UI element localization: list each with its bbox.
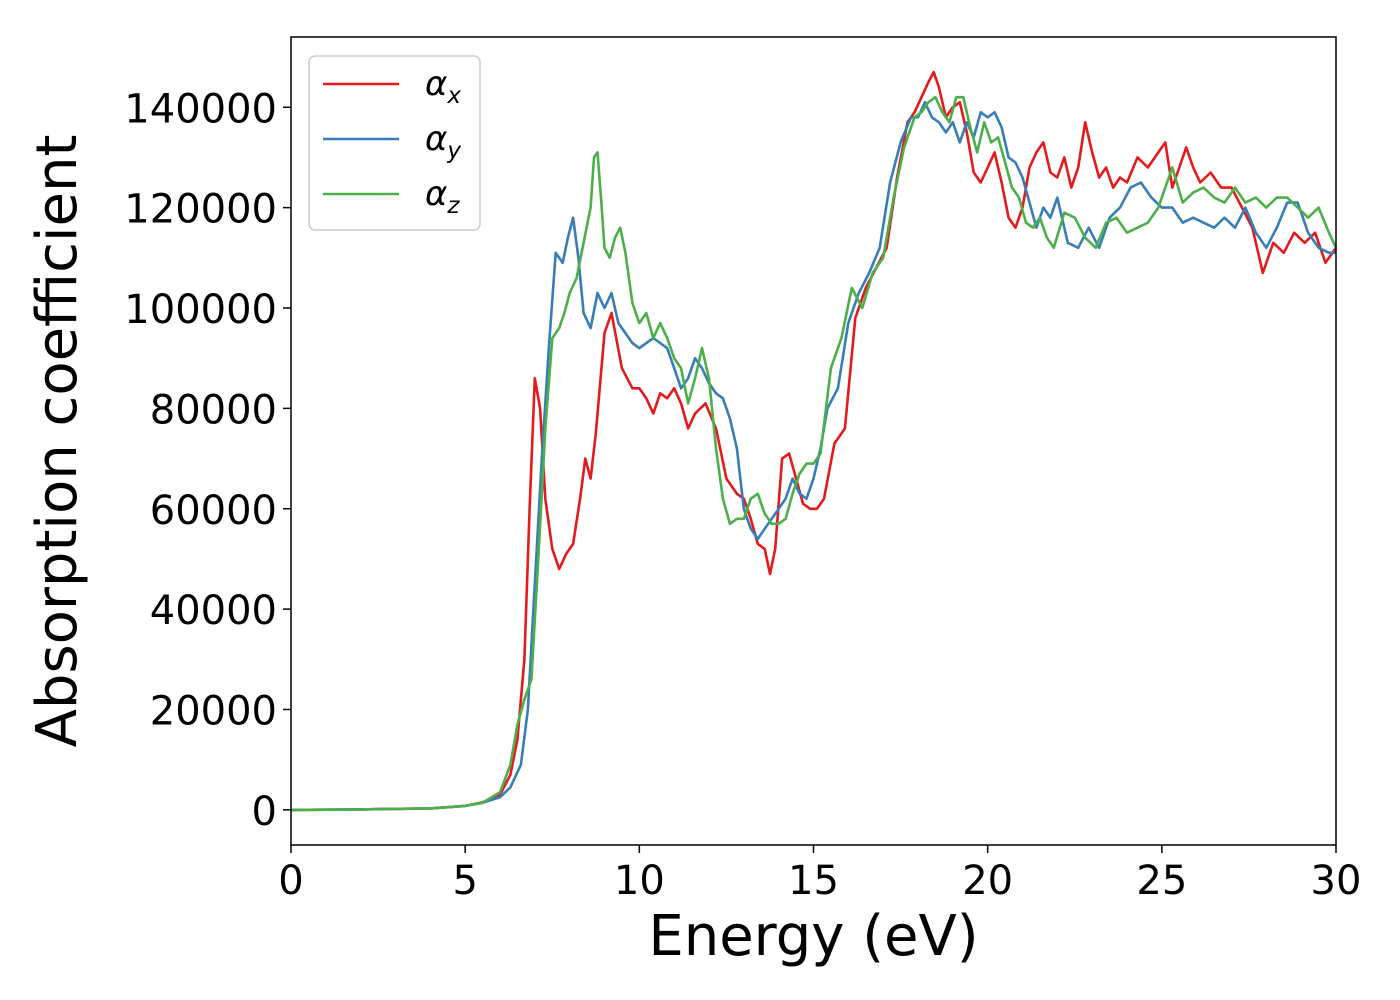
y-tick-label: 100000 [124, 287, 277, 333]
x-tick-label: 30 [1311, 858, 1362, 904]
series-layer [290, 70, 1338, 812]
y-axis: 0 20000 40000 60000 80000 100000 120000 140000 [124, 86, 291, 835]
series-line-y [290, 100, 1336, 812]
y-tick-label: 40000 [150, 588, 277, 634]
y-tick-label: 140000 [124, 86, 277, 132]
x-tick-label: 5 [452, 858, 477, 904]
series-line-z [290, 95, 1338, 812]
legend-subscript: z [446, 193, 460, 219]
y-tick-label: 60000 [150, 488, 277, 534]
legend-box [308, 55, 481, 231]
x-tick-label: 20 [962, 858, 1013, 904]
series-line-x [290, 70, 1338, 812]
y-tick-label: 120000 [124, 187, 277, 233]
y-tick-label: 80000 [150, 387, 277, 433]
y-tick-label: 0 [252, 789, 277, 835]
legend-symbol: α [425, 64, 447, 104]
legend-label-z: αz [425, 174, 460, 219]
x-tick-label: 0 [278, 858, 303, 904]
x-axis: 0 5 10 15 20 25 30 [278, 845, 1361, 904]
y-tick-label: 20000 [150, 688, 277, 734]
x-tick-label: 15 [788, 858, 839, 904]
legend-symbol: α [425, 174, 447, 214]
legend-label-x: αx [425, 64, 461, 109]
legend-subscript: y [446, 138, 461, 164]
legend-symbol: α [425, 119, 447, 159]
y-axis-title: Absorption coefficient [25, 135, 90, 748]
legend-subscript: x [446, 83, 461, 109]
x-tick-label: 10 [614, 858, 665, 904]
legend-label-y: αy [425, 119, 461, 164]
x-axis-title: Energy (eV) [648, 904, 978, 969]
x-tick-label: 25 [1136, 858, 1187, 904]
